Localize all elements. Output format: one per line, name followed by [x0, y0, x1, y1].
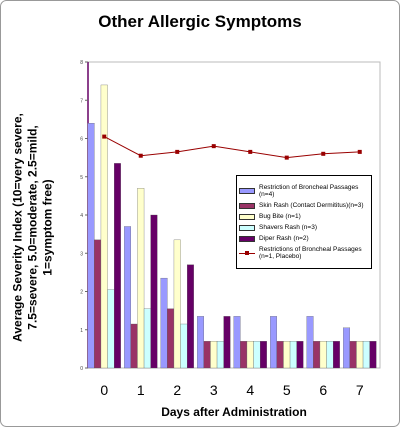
y-tick-label: 0	[80, 366, 83, 372]
bar	[186, 264, 194, 369]
x-tick-label: 1	[137, 382, 145, 398]
bar	[100, 84, 108, 369]
y-tick-label: 2	[80, 290, 83, 296]
bar	[233, 316, 241, 369]
legend-marker	[245, 251, 249, 255]
bar	[203, 341, 211, 369]
bar	[167, 308, 175, 369]
bar	[143, 308, 151, 369]
marker	[138, 153, 143, 158]
marker	[211, 144, 216, 149]
legend-label: Diper Rash (n=2)	[259, 235, 309, 242]
bar	[124, 226, 131, 369]
legend-label: Restrictions of Broncheal Passages (n=1,…	[259, 246, 362, 260]
bar	[349, 341, 357, 369]
legend-label: Shavers Rash (n=3)	[259, 224, 317, 231]
marker	[248, 149, 253, 154]
bar	[343, 327, 350, 369]
bar	[130, 323, 138, 369]
legend-item: Bug Bite (n=1)	[239, 213, 369, 220]
bar	[326, 341, 334, 369]
bar	[253, 341, 261, 369]
y-tick-label: 5	[80, 175, 83, 181]
bar	[319, 341, 327, 369]
bar	[160, 277, 168, 369]
marker	[284, 155, 289, 160]
x-axis-label: Days after Administration	[161, 405, 307, 419]
line	[104, 136, 360, 159]
bar	[332, 341, 340, 369]
bar	[289, 341, 297, 369]
y-tick-label: 1	[80, 328, 83, 334]
legend-item: Diper Rash (n=2)	[239, 235, 369, 242]
x-tick-label: 5	[283, 382, 291, 398]
bar	[173, 239, 181, 369]
legend-label: Restriction of Broncheal Passages (n=4)	[259, 184, 359, 198]
x-tick-label: 3	[210, 382, 218, 398]
legend-item: Restrictions of Broncheal Passages (n=1,…	[239, 246, 369, 260]
bar	[210, 341, 218, 369]
x-tick-label: 7	[356, 382, 364, 398]
bar	[283, 341, 291, 369]
marker	[321, 151, 326, 156]
x-tick-label: 6	[319, 382, 327, 398]
bar	[356, 341, 364, 369]
x-tick-label: 0	[100, 382, 108, 398]
chart-title: Other Allergic Symptoms	[98, 12, 301, 31]
bar	[107, 289, 115, 369]
bar	[137, 188, 145, 369]
y-tick-label: 4	[80, 213, 83, 219]
bar	[259, 341, 267, 369]
bar	[94, 239, 102, 369]
bar	[87, 123, 95, 369]
marker	[102, 134, 107, 139]
legend-label: Bug Bite (n=1)	[259, 213, 301, 220]
bar	[223, 316, 231, 369]
bar	[240, 341, 248, 369]
legend-swatch	[239, 188, 255, 194]
marker	[175, 149, 180, 154]
bar	[246, 341, 254, 369]
legend-swatch	[239, 213, 255, 220]
legend-swatch	[239, 235, 255, 242]
x-tick-label: 2	[173, 382, 181, 398]
bar	[362, 341, 370, 369]
y-tick-label: 6	[80, 137, 83, 143]
bar	[216, 341, 224, 369]
bar	[276, 341, 284, 369]
legend-item: Skin Rash (Contact Dermititus)(n=3)	[239, 202, 369, 209]
bar	[114, 163, 121, 369]
bar	[150, 214, 158, 369]
bar	[180, 323, 188, 369]
y-tick-label: 7	[80, 98, 83, 104]
y-tick-label: 3	[80, 251, 83, 257]
y-axis-label: Average Severity Index (10=very severe, …	[10, 113, 55, 342]
bar	[270, 316, 277, 369]
legend-swatch	[239, 202, 255, 209]
bar	[296, 341, 304, 369]
bar	[369, 341, 377, 369]
marker	[357, 149, 362, 154]
bar	[313, 341, 321, 369]
legend-label: Skin Rash (Contact Dermititus)(n=3)	[259, 202, 364, 209]
legend-swatch	[239, 224, 255, 231]
legend-item: Shavers Rash (n=3)	[239, 224, 369, 231]
legend-swatch	[239, 250, 255, 256]
legend-item: Restriction of Broncheal Passages (n=4)	[239, 184, 369, 198]
legend: Restriction of Broncheal Passages (n=4) S…	[236, 175, 372, 269]
x-tick-label: 4	[246, 382, 254, 398]
bar	[306, 316, 314, 369]
y-tick-label: 8	[80, 60, 83, 66]
bar	[197, 316, 204, 369]
